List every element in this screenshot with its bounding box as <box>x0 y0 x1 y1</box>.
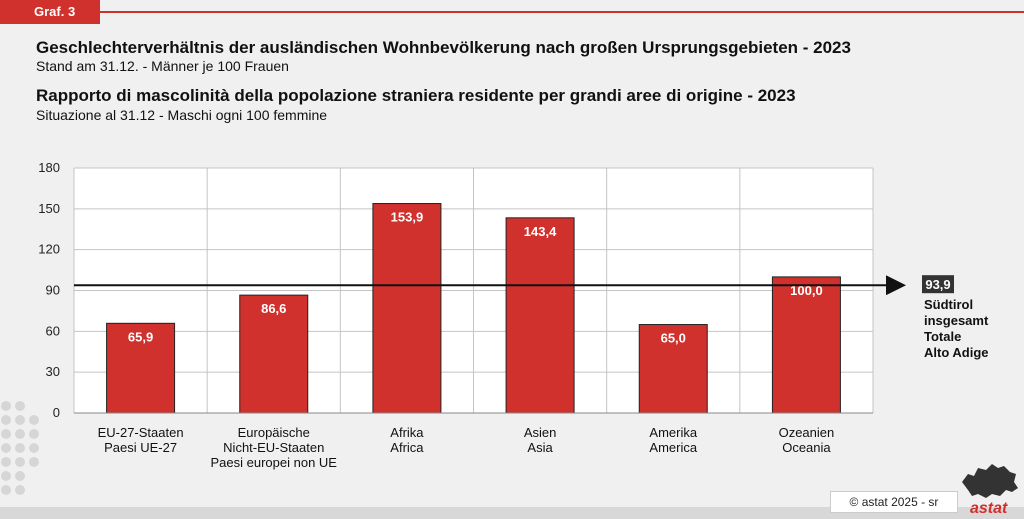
bar <box>372 203 442 414</box>
y-tick-label: 30 <box>46 364 60 379</box>
reference-value-box <box>922 275 954 294</box>
title-it: Rapporto di mascolinità della popolazion… <box>36 86 796 105</box>
bar-value-label: 143,4 <box>524 224 557 239</box>
category-label: Asien <box>524 425 557 440</box>
bar-value-label: 65,0 <box>661 331 686 346</box>
category-label: Europäische <box>238 425 310 440</box>
subtitle-de: Stand am 31.12. - Männer je 100 Frauen <box>36 58 289 74</box>
category-label: Nicht-EU-Staaten <box>223 440 324 455</box>
header-rule <box>100 11 1024 13</box>
bar-value-label: 86,6 <box>261 301 286 316</box>
bar-value-label: 153,9 <box>391 210 424 225</box>
subtitle-it: Situazione al 31.12 - Maschi ogni 100 fe… <box>36 107 328 123</box>
graph-number-tag: Graf. 3 <box>0 0 100 24</box>
category-label: Afrika <box>390 425 424 440</box>
reference-label: Totale <box>924 329 961 344</box>
reference-value-label: 93,9 <box>925 277 950 292</box>
category-label: Paesi europei non UE <box>211 455 338 470</box>
y-tick-label: 90 <box>46 283 60 298</box>
footer-bar <box>0 507 1024 519</box>
copyright-label: © astat 2025 - sr <box>830 491 958 513</box>
y-tick-label: 120 <box>38 242 60 257</box>
reference-label: Alto Adige <box>924 345 989 360</box>
category-label: Asia <box>527 440 553 455</box>
bar-value-label: 65,9 <box>128 329 153 344</box>
bar <box>239 294 309 414</box>
bar <box>505 217 575 414</box>
astat-logo-text: astat <box>970 500 1008 517</box>
reference-label: Südtirol <box>924 297 973 312</box>
title-de: Geschlechterverhältnis der ausländischen… <box>36 38 851 57</box>
y-tick-label: 150 <box>38 201 60 216</box>
category-label: America <box>649 440 697 455</box>
south-tyrol-map-logo <box>962 464 1018 498</box>
category-label: Paesi UE-27 <box>104 440 177 455</box>
category-label: EU-27-Staaten <box>98 425 184 440</box>
category-label: Africa <box>390 440 424 455</box>
bar <box>638 324 708 414</box>
bar <box>106 322 176 414</box>
bar <box>771 276 841 414</box>
y-tick-label: 60 <box>46 323 60 338</box>
y-tick-label: 0 <box>53 405 60 420</box>
bar-value-label: 100,0 <box>790 283 823 298</box>
decorative-dots <box>1 401 39 495</box>
reference-label: insgesamt <box>924 313 989 328</box>
category-label: Oceania <box>782 440 831 455</box>
category-label: Amerika <box>649 425 697 440</box>
y-tick-label: 180 <box>38 160 60 175</box>
category-label: Ozeanien <box>779 425 835 440</box>
